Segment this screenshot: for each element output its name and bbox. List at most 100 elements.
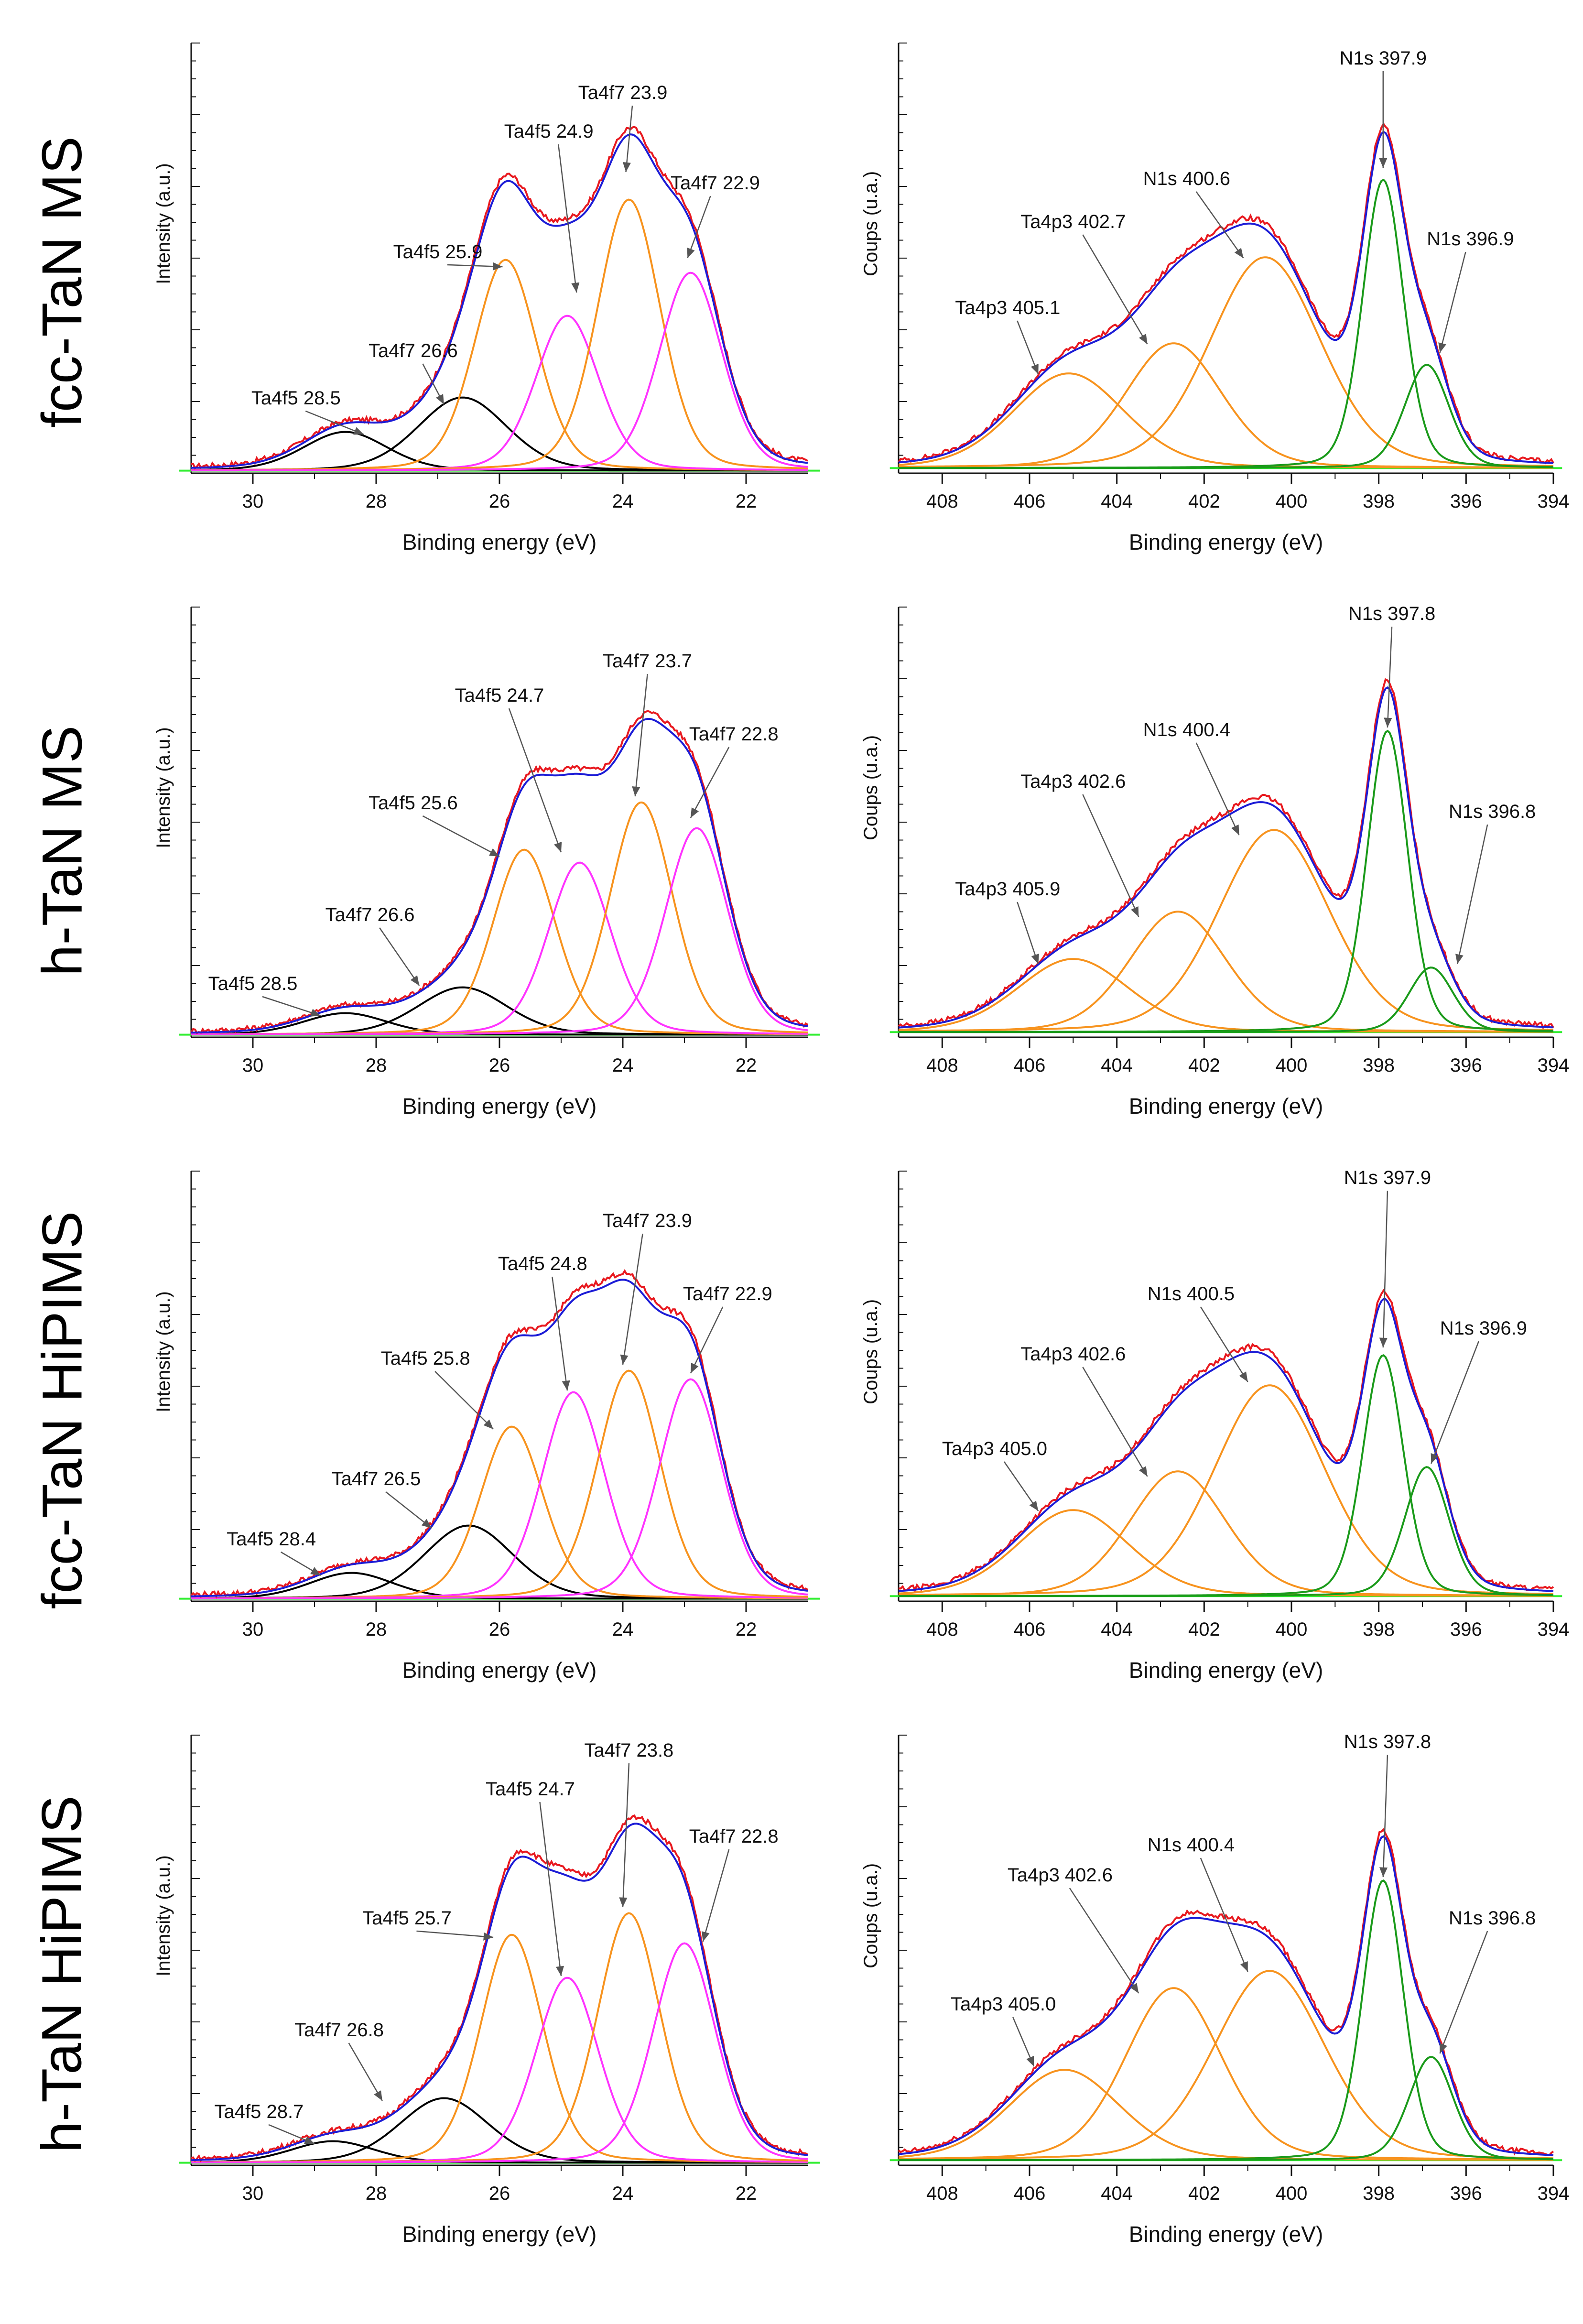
x-axis-label: Binding energy (eV) (402, 2222, 597, 2247)
annotation-arrow-head (1131, 906, 1139, 917)
annotation-arrow-line (379, 927, 420, 986)
envelope-curve-n1s-2 (898, 1298, 1554, 1592)
x-tick-label: 400 (1276, 1055, 1308, 1076)
n1s-chart-fcc-tan-hipims: 408 406 404 402 400 398 396 394 Binding energy (… (860, 1167, 1570, 1683)
x-tick-label: 408 (926, 2183, 958, 2204)
annotation-arrow-line (348, 2042, 383, 2101)
x-tick-label: 28 (366, 1055, 387, 1076)
component-peak-n1s-2-4 (899, 1466, 1554, 1597)
annotation-arrow-line (690, 1306, 724, 1374)
x-tick-label: 408 (926, 1055, 958, 1076)
peak-label-ta4f-1-5: Ta4f7 22.8 (689, 724, 779, 745)
peak-label-ta4f-0-5: Ta4f7 22.9 (671, 173, 760, 194)
x-tick-label: 396 (1450, 491, 1482, 512)
x-tick-label: 22 (736, 491, 757, 512)
peak-label-n1s-1-1: Ta4p3 402.6 (1020, 771, 1126, 792)
peak-label-ta4f-0-4: Ta4f7 23.9 (578, 82, 668, 103)
annotation-arrow-line (1382, 1190, 1388, 1348)
x-tick-label: 24 (612, 2183, 634, 2204)
component-peak-n1s-0-4 (899, 364, 1553, 469)
annotation-arrow-head (619, 1897, 628, 1907)
component-peak-ta4f-3-2 (191, 1933, 808, 2163)
annotation-arrow-head (1239, 1371, 1248, 1382)
experimental-curve-n1s-3 (898, 1828, 1554, 2157)
annotation-arrow-line (1387, 626, 1393, 728)
annotation-arrow-line (1200, 1306, 1248, 1382)
x-tick-label: 406 (1014, 1055, 1046, 1076)
peak-label-n1s-2-0: Ta4p3 405.0 (942, 1438, 1047, 1459)
annotation-arrow-line (1382, 1754, 1388, 1878)
annotation-arrow-line (1456, 824, 1488, 965)
component-peak-ta4f-0-4 (191, 198, 808, 471)
annotation-arrow-line (385, 1491, 432, 1529)
x-tick-label: 24 (612, 491, 634, 512)
annotation-arrow-line (1082, 794, 1139, 917)
annotation-arrow-head (690, 807, 699, 818)
annotation-arrow-head (702, 1931, 710, 1942)
x-tick-label: 404 (1101, 1619, 1133, 1640)
annotation-arrow-line (1200, 1857, 1248, 1972)
row-label-text: fcc-TaN MS (31, 136, 94, 428)
annotation-arrow-head (620, 1354, 629, 1365)
peak-label-ta4f-0-1: Ta4f7 26.6 (369, 340, 458, 361)
component-peak-n1s-2-1 (899, 1470, 1553, 1596)
annotation-arrow-line (702, 1849, 730, 1942)
annotation-arrow-line (622, 1763, 630, 1908)
annotation-arrow-head (1438, 342, 1446, 353)
peak-label-ta4f-1-4: Ta4f7 23.7 (603, 651, 692, 672)
annotation-arrow-head (622, 162, 631, 172)
peak-label-n1s-3-2: N1s 400.4 (1148, 1835, 1235, 1856)
annotation-arrow-head (554, 842, 562, 852)
ta4f-chart-fcc-tan-hipims: 30 28 26 24 22 Binding energy (eV) Intensity (… (153, 1171, 820, 1683)
x-tick-label: 408 (926, 1619, 958, 1640)
x-tick-label: 28 (366, 491, 387, 512)
row-label-text: h-TaN HiPIMS (31, 1795, 94, 2153)
envelope-curve-ta4f-3 (191, 1823, 808, 2161)
annotation-arrow-line (1439, 251, 1466, 353)
peak-label-ta4f-1-2: Ta4f5 25.6 (369, 793, 458, 814)
x-axis-label: Binding energy (eV) (1129, 1658, 1323, 1683)
x-tick-label: 408 (926, 491, 958, 512)
component-peak-n1s-1-4 (899, 967, 1553, 1033)
annotation-arrow-head (562, 1380, 570, 1390)
x-tick-label: 22 (736, 2183, 757, 2204)
peak-label-n1s-0-3: N1s 397.9 (1340, 48, 1427, 69)
x-tick-label: 26 (489, 2183, 510, 2204)
annotation-arrow-head (1029, 1500, 1039, 1511)
x-tick-label: 406 (1014, 2183, 1046, 2204)
x-tick-label: 402 (1188, 491, 1220, 512)
y-axis-label: Coups (u.a.) (860, 1299, 881, 1404)
envelope-curve-ta4f-2 (191, 1279, 808, 1597)
x-tick-label: 22 (736, 1619, 757, 1640)
x-tick-label: 402 (1188, 1619, 1220, 1640)
annotation-arrow-line (434, 1371, 494, 1430)
peak-label-n1s-1-0: Ta4p3 405.9 (955, 879, 1060, 900)
component-peak-ta4f-2-2 (191, 1425, 808, 1599)
peak-label-n1s-3-3: N1s 397.8 (1344, 1731, 1431, 1752)
x-tick-label: 394 (1538, 1619, 1570, 1640)
envelope-curve-n1s-0 (898, 130, 1554, 464)
row-label-h-tan-hipims: h-TaN HiPIMS (0, 1721, 124, 2227)
peak-label-ta4f-3-3: Ta4f5 24.7 (486, 1779, 575, 1800)
x-tick-label: 30 (242, 2183, 264, 2204)
x-tick-label: 24 (612, 1619, 634, 1640)
annotation-arrow-line (539, 1802, 562, 1976)
annotation-arrow-line (625, 105, 633, 173)
annotation-arrow-line (1431, 1341, 1480, 1464)
y-axis-label: Intensity (a.u.) (153, 727, 174, 848)
annotation-arrow-head (1431, 1453, 1439, 1464)
x-tick-label: 24 (612, 1055, 634, 1076)
x-tick-label: 400 (1276, 491, 1308, 512)
peak-label-ta4f-2-1: Ta4f7 26.5 (332, 1468, 421, 1489)
envelope-curve-ta4f-1 (191, 717, 808, 1034)
x-tick-label: 394 (1538, 1055, 1570, 1076)
ta4f-chart-h-tan-ms: 30 28 26 24 22 Binding energy (eV) Intensity (… (153, 607, 820, 1119)
ta4f-chart-fcc-tan-ms: 30 28 26 24 22 Binding energy (eV) Intensity (… (153, 43, 820, 554)
annotation-arrow-head (1439, 2043, 1447, 2053)
x-tick-label: 22 (736, 1055, 757, 1076)
peak-label-ta4f-2-2: Ta4f5 25.8 (381, 1348, 470, 1369)
annotation-arrow-head (1379, 1337, 1388, 1347)
annotation-arrow-line (1195, 742, 1240, 836)
annotation-arrow-line (690, 747, 730, 818)
x-tick-label: 400 (1276, 1619, 1308, 1640)
